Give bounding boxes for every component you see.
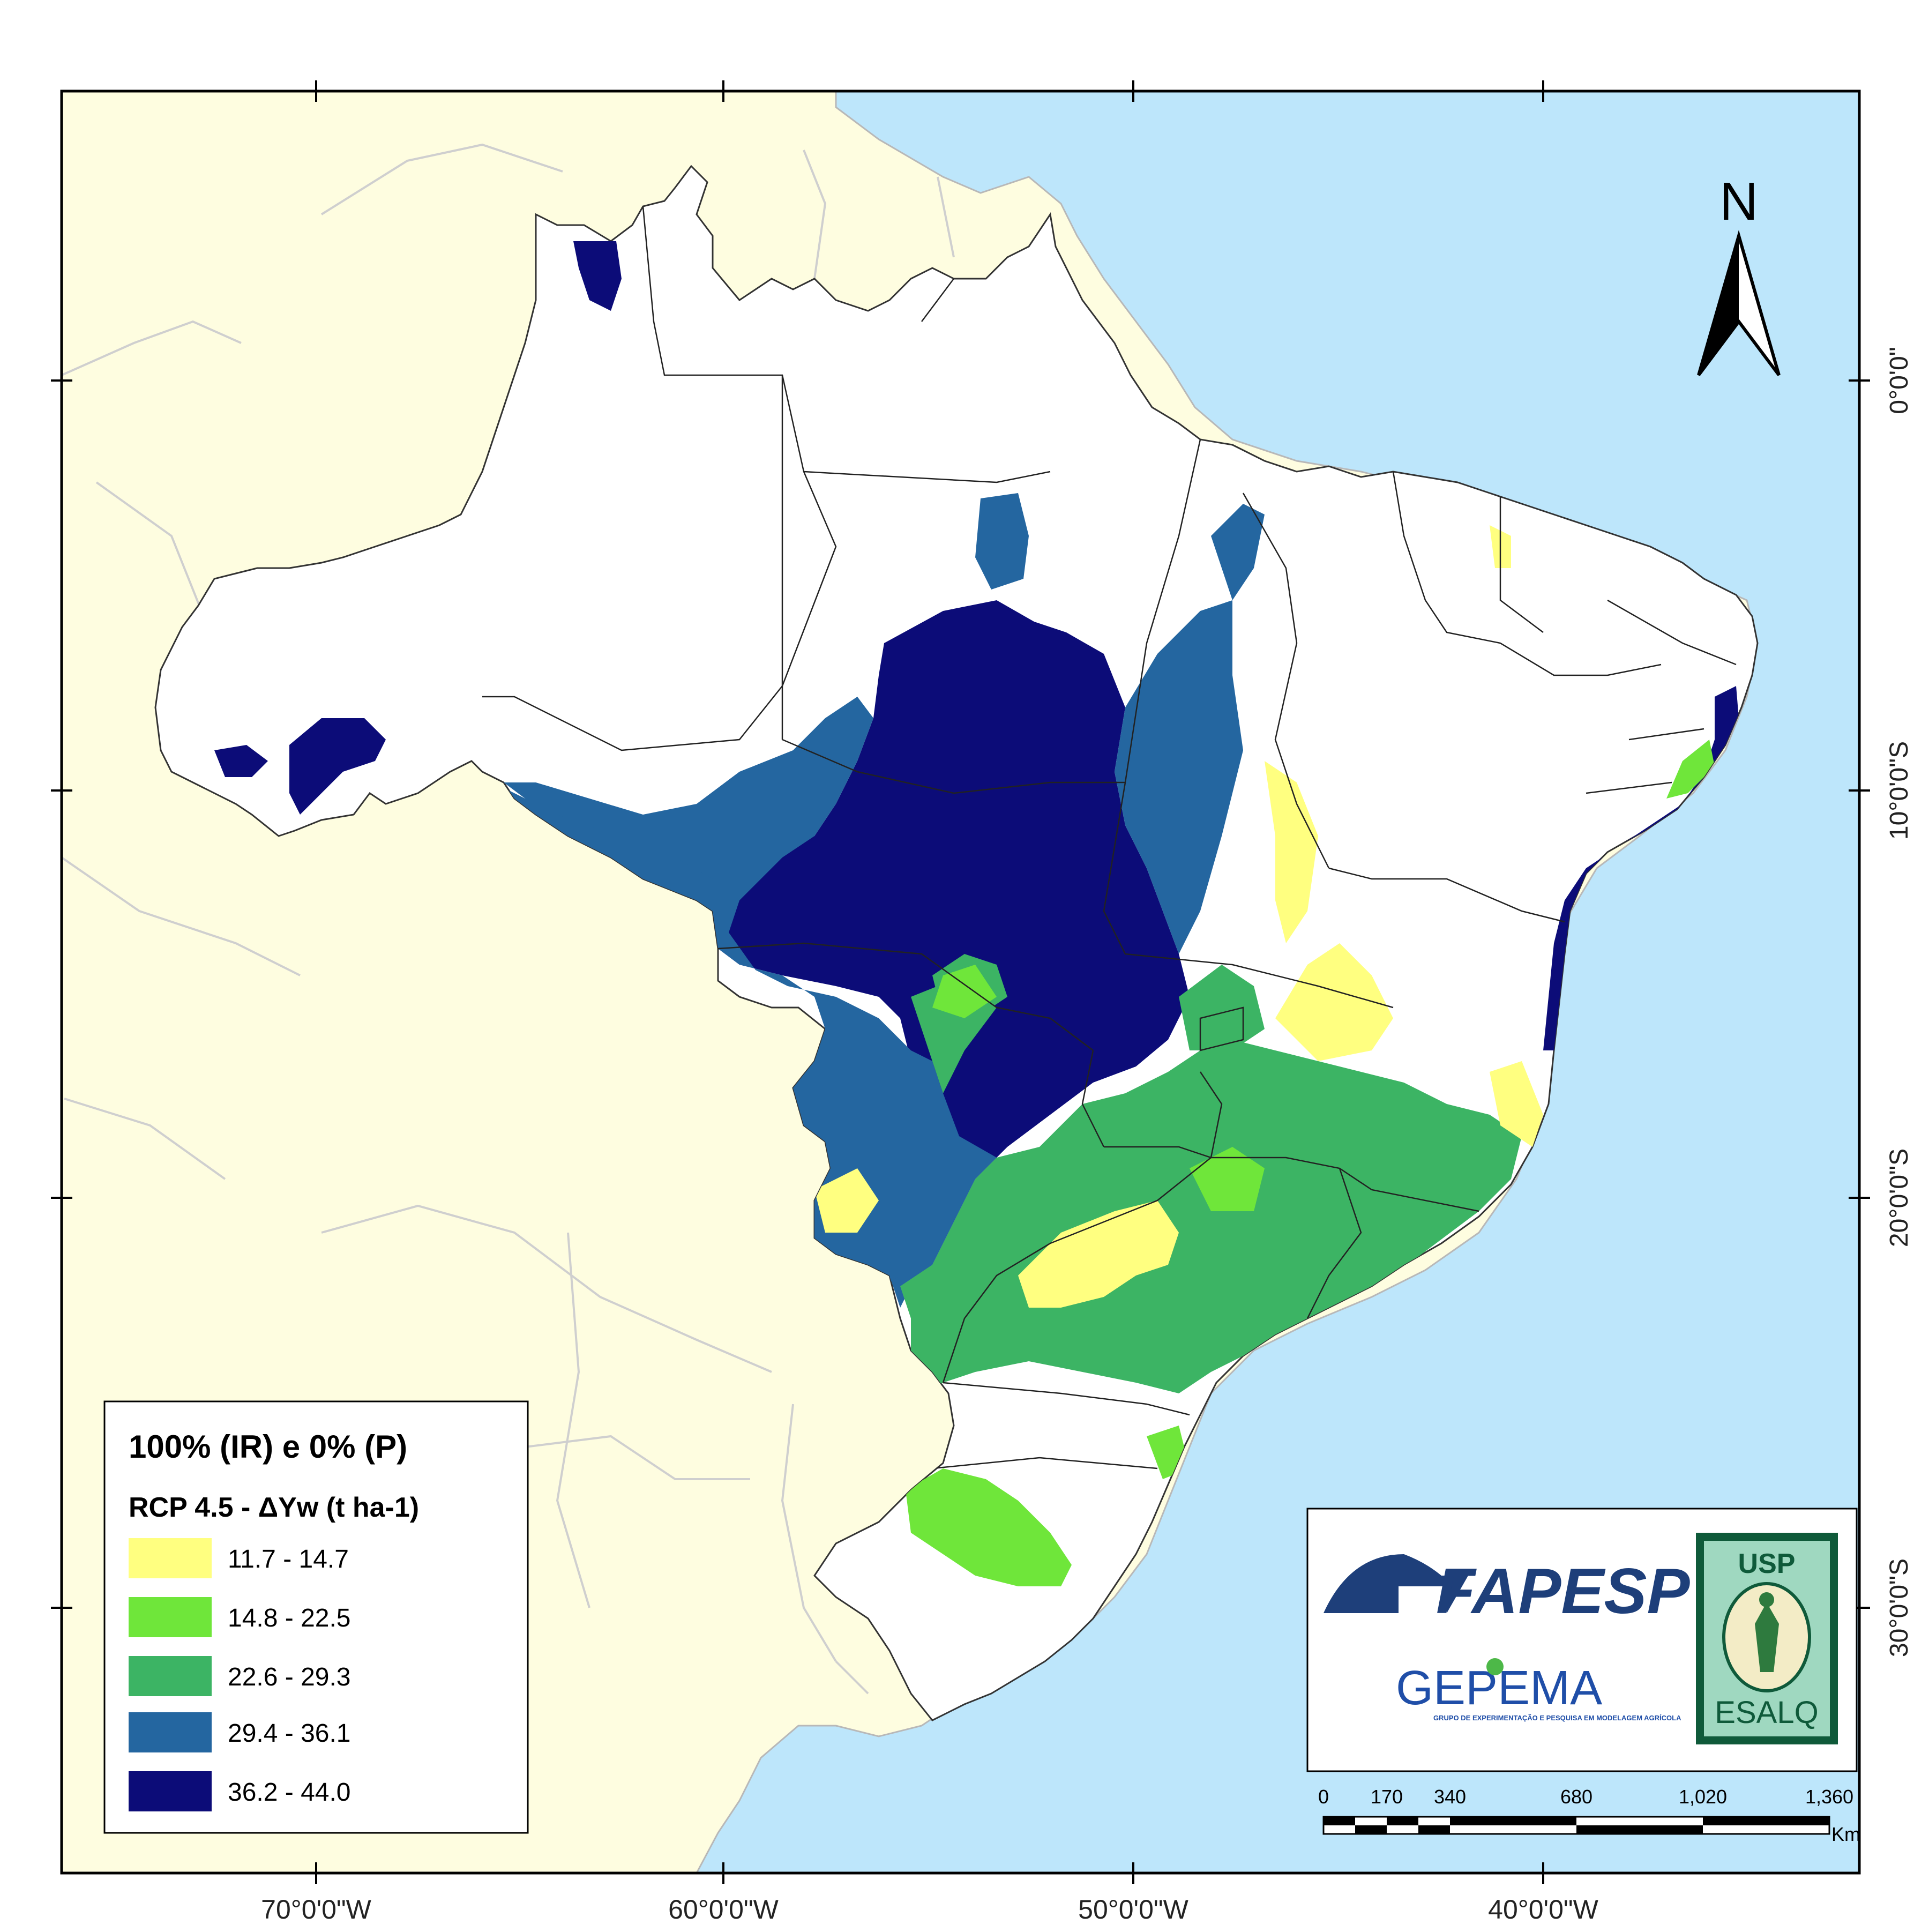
- zone-36-44-acre-west: [214, 745, 268, 777]
- scale-tick-0: 0: [1318, 1786, 1329, 1808]
- lon-label-50w: 50°0'0"W: [1078, 1894, 1189, 1924]
- zone-29-36-east: [1115, 600, 1243, 954]
- legend-label-5: 36.2 - 44.0: [228, 1778, 351, 1807]
- lon-label-70w: 70°0'0"W: [261, 1894, 372, 1924]
- esalq-logo-text: ESALQ: [1715, 1695, 1818, 1730]
- zone-11-14-ms: [814, 1168, 879, 1233]
- logos-panel: FAPESP GEPEMA GRUPO DE EXPERIMENTAÇÃO E …: [1306, 1508, 1858, 1772]
- legend-title: 100% (IR) e 0% (P): [129, 1429, 407, 1465]
- esalq-logo: USP ESALQ: [1696, 1533, 1838, 1744]
- legend-box: [103, 1400, 529, 1834]
- gepema-logo-subtext: GRUPO DE EXPERIMENTAÇÃO E PESQUISA EM MO…: [1433, 1714, 1681, 1722]
- zone-11-14-east: [1490, 1061, 1543, 1147]
- zone-11-14-ba: [1265, 761, 1318, 943]
- zone-14-22-rs: [906, 1468, 1072, 1586]
- fapesp-logo: FAPESP: [1324, 1554, 1690, 1627]
- legend-label-2: 14.8 - 22.5: [228, 1604, 351, 1632]
- scale-tick-1020: 1,020: [1679, 1786, 1727, 1808]
- legend-swatch-2: [129, 1597, 212, 1637]
- lat-label-30s: 30°0'0"S: [1885, 1558, 1913, 1657]
- scale-tick-1360: 1,360: [1805, 1786, 1853, 1808]
- zone-14-22-go: [1190, 1147, 1265, 1211]
- brazil-territory: [154, 165, 1759, 1721]
- lat-label-20s: 20°0'0"S: [1885, 1148, 1913, 1247]
- map-frame: [60, 89, 1861, 1875]
- latitude-labels: 0°0'0" 10°0'0"S 20°0'0"S 30°0'0"S: [1885, 347, 1913, 1657]
- lat-label-10s: 10°0'0"S: [1885, 741, 1913, 840]
- zone-11-14-mg: [1275, 943, 1393, 1061]
- zone-29-36-tocantins: [1211, 504, 1265, 600]
- country-borders: [62, 143, 955, 1695]
- longitude-labels: 70°0'0"W 60°0'0"W 50°0'0"W 40°0'0"W: [261, 1894, 1599, 1924]
- scale-unit: Km: [1831, 1823, 1860, 1845]
- yield-classes: [214, 241, 1741, 1586]
- legend-subtitle: RCP 4.5 - ΔYw (t ha-1): [129, 1492, 419, 1523]
- gepema-drop-icon: [1486, 1658, 1504, 1675]
- zone-36-44-roraima: [573, 241, 622, 311]
- legend-label-4: 29.4 - 36.1: [228, 1719, 351, 1748]
- zone-14-22-mt: [932, 965, 997, 1018]
- lat-label-0: 0°0'0": [1885, 347, 1913, 414]
- legend-swatch-5: [129, 1771, 212, 1811]
- legend-label-3: 22.6 - 29.3: [228, 1663, 351, 1691]
- legend-label-1: 11.7 - 14.7: [228, 1545, 349, 1573]
- scale-tick-680: 680: [1560, 1786, 1592, 1808]
- lon-label-60w: 60°0'0"W: [668, 1894, 779, 1924]
- scale-tick-340: 340: [1434, 1786, 1466, 1808]
- fapesp-logo-text: FAPESP: [1436, 1555, 1690, 1627]
- zone-36-44: [713, 600, 1190, 1286]
- legend-swatch-1: [129, 1538, 212, 1578]
- scale-bar: 0 170 340 680 1,020 1,360 Km: [1318, 1786, 1860, 1845]
- legend-swatch-3: [129, 1656, 212, 1696]
- zone-29-36-north-patch: [975, 493, 1029, 590]
- graticule-outer-ticks: [51, 80, 1870, 1884]
- legend: 100% (IR) e 0% (P) RCP 4.5 - ΔYw (t ha-1…: [103, 1400, 529, 1834]
- usp-logo-text: USP: [1738, 1548, 1796, 1579]
- legend-swatch-4: [129, 1712, 212, 1752]
- zone-36-44-acre: [289, 718, 386, 815]
- north-arrow-label: N: [1719, 171, 1758, 232]
- gepema-logo: GEPEMA GRUPO DE EXPERIMENTAÇÃO E PESQUIS…: [1396, 1658, 1681, 1722]
- scale-tick-170: 170: [1371, 1786, 1403, 1808]
- state-borders: [482, 206, 1737, 1469]
- zone-11-14-sp: [1018, 1200, 1179, 1308]
- zone-14-22-ne-coast: [1666, 740, 1715, 799]
- lon-label-40w: 40°0'0"W: [1488, 1894, 1599, 1924]
- north-arrow: N: [1697, 171, 1781, 376]
